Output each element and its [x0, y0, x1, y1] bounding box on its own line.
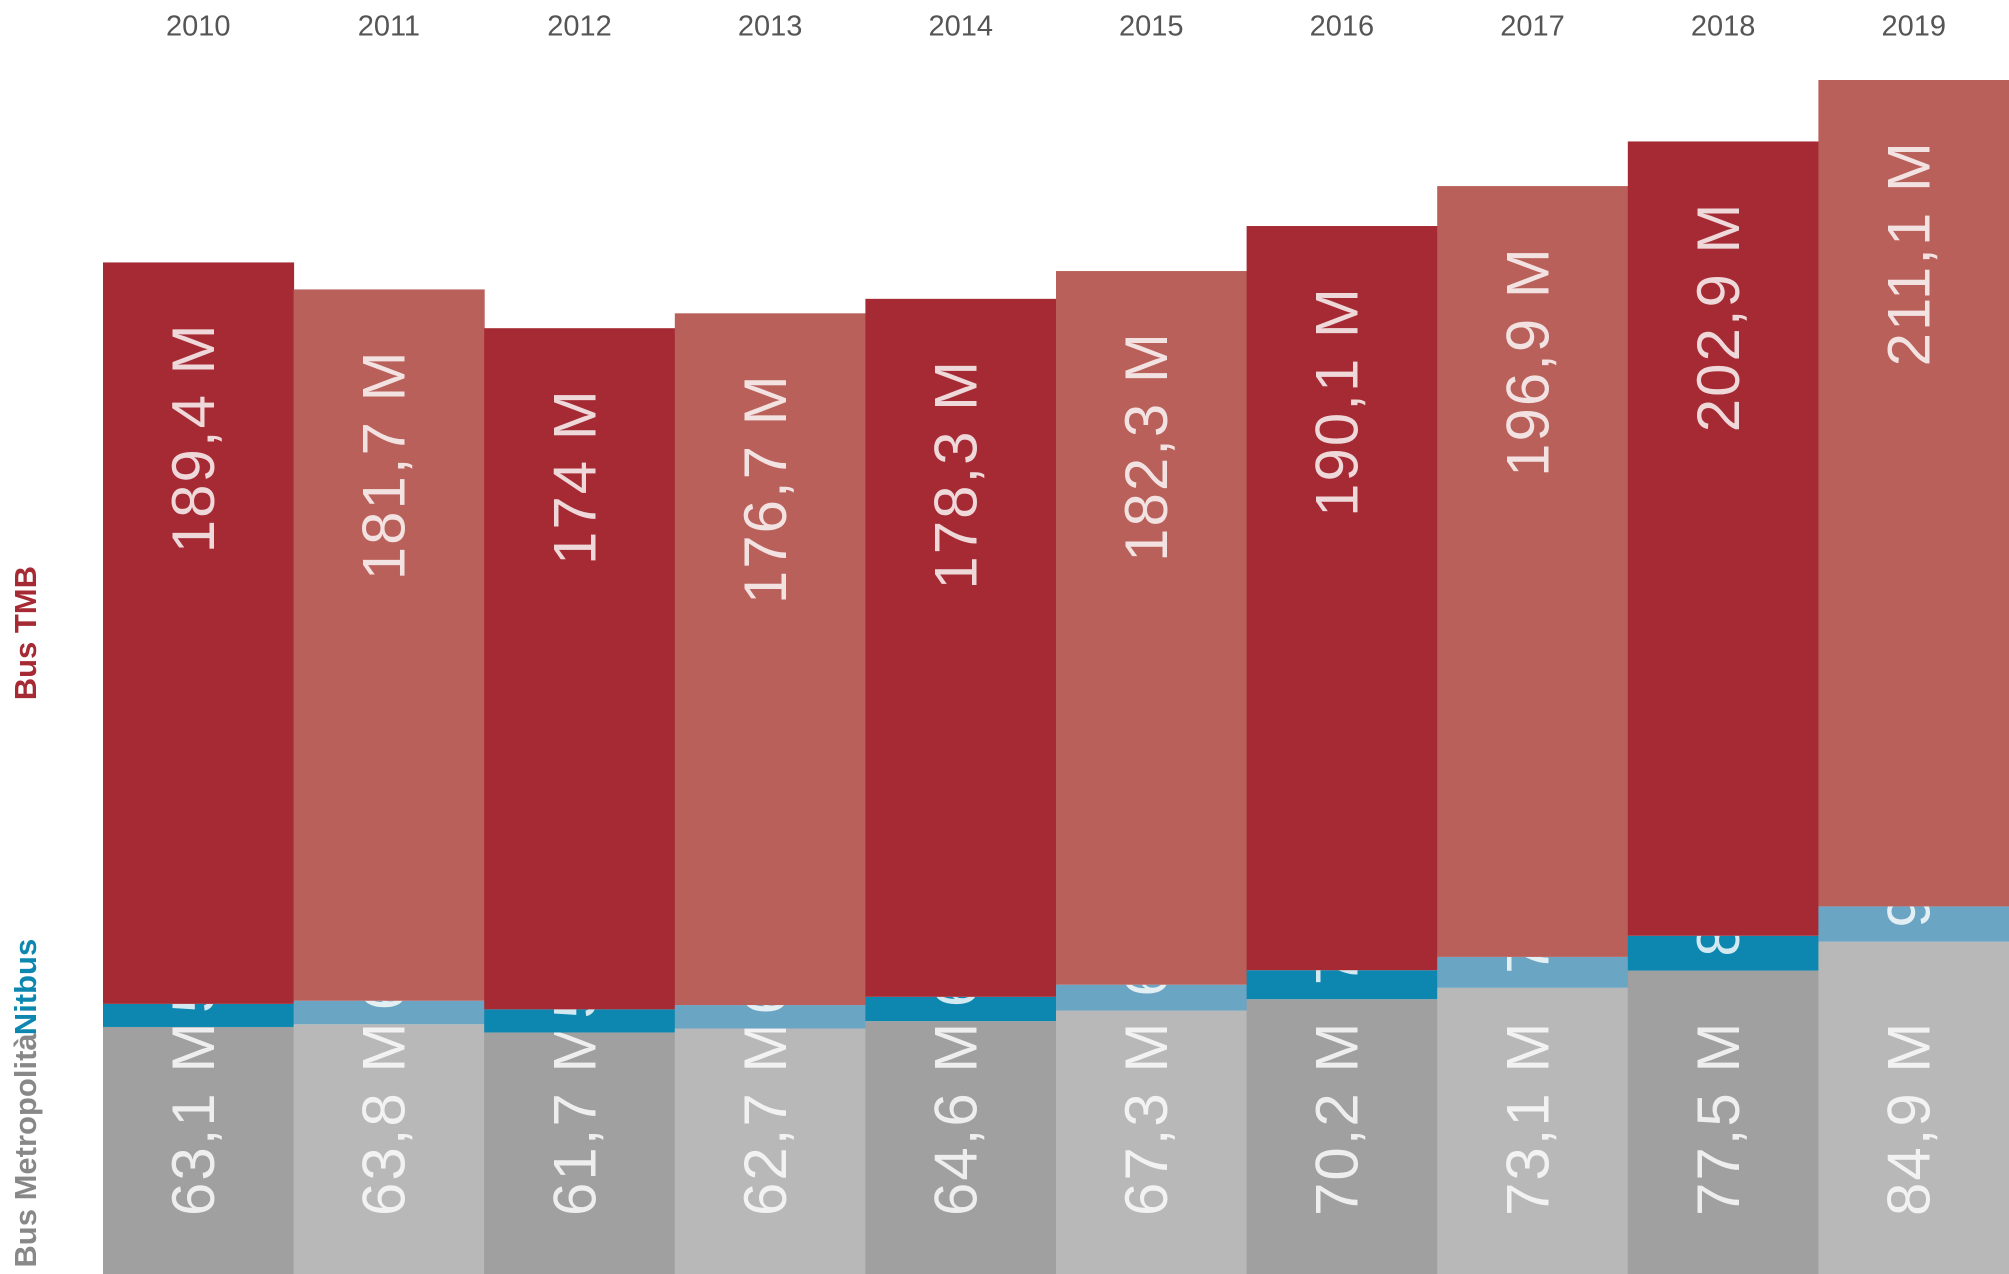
bar-segment	[293, 289, 485, 1001]
value-label: 202,9 M	[1685, 201, 1752, 432]
x-tick-label: 2011	[358, 11, 420, 43]
bar-segment	[1818, 906, 2009, 942]
bar-segment	[1818, 941, 2009, 1274]
bar-segment	[1437, 987, 1629, 1274]
bar-segment	[1056, 1010, 1248, 1274]
value-label: 190,1 M	[1304, 286, 1371, 517]
value-label: 189,4 M	[160, 322, 227, 553]
x-tick-label: 2016	[1310, 11, 1375, 43]
value-label: 67,3 M	[1113, 1021, 1180, 1216]
value-label: 77,5 M	[1685, 1021, 1752, 1216]
x-tick-label: 2018	[1691, 11, 1756, 43]
value-label: 174 M	[541, 388, 608, 565]
value-label: 64,6 M	[923, 1021, 990, 1216]
bar-segment	[1818, 80, 2009, 907]
bar-segment	[1627, 970, 1819, 1274]
x-tick-label: 2012	[547, 11, 612, 43]
value-label: 211,1 M	[1876, 140, 1943, 366]
x-tick-label: 2019	[1881, 11, 1946, 43]
x-tick-label: 2013	[738, 11, 803, 43]
value-label: 84,9 M	[1876, 1021, 1943, 1216]
bar-segment	[1246, 226, 1438, 971]
bar-segment	[103, 1003, 295, 1027]
value-label: 178,3 M	[923, 359, 990, 590]
bar-segment	[674, 1028, 866, 1274]
bar-segment	[1437, 956, 1629, 988]
value-label: 73,1 M	[1494, 1021, 1561, 1216]
bar-segment	[674, 1005, 866, 1029]
value-label: 196,9 M	[1494, 246, 1561, 477]
legend-label: Bus TMB	[8, 566, 43, 700]
bar-segment	[674, 313, 866, 1006]
bar-segment	[865, 298, 1057, 997]
x-tick-label: 2015	[1119, 11, 1184, 43]
value-label: 63,1 M	[160, 1021, 227, 1216]
bar-segment	[1437, 186, 1629, 957]
value-label: 176,7 M	[732, 373, 799, 604]
value-label: 62,7 M	[732, 1021, 799, 1216]
bar-segment	[484, 328, 676, 1010]
value-label: 182,3 M	[1113, 331, 1180, 562]
value-label: 70,2 M	[1304, 1021, 1371, 1216]
bar-segment	[293, 1000, 485, 1025]
x-tick-label: 2010	[166, 11, 231, 43]
value-label: 181,7 M	[351, 349, 418, 580]
bar-segment	[1246, 999, 1438, 1274]
bar-segment	[103, 1026, 295, 1274]
value-label: 63,8 M	[351, 1021, 418, 1216]
legend-label: Nitbus	[8, 939, 43, 1035]
legend-label: Bus Metropolità	[8, 1033, 43, 1268]
x-tick-label: 2017	[1500, 11, 1565, 43]
bar-segment	[1246, 970, 1438, 1000]
bar-segment	[1056, 271, 1248, 985]
x-tick-label: 2014	[928, 11, 993, 43]
bar-segment	[103, 262, 295, 1004]
bar-segment	[865, 996, 1057, 1022]
bar-segment	[293, 1024, 485, 1274]
bar-segment	[1627, 935, 1819, 971]
bar-segment	[484, 1009, 676, 1033]
bar-segment	[865, 1021, 1057, 1274]
bar-segment	[1627, 141, 1819, 936]
bar-segment	[1056, 984, 1248, 1011]
value-label: 61,7 M	[541, 1021, 608, 1216]
bar-segment	[484, 1032, 676, 1274]
